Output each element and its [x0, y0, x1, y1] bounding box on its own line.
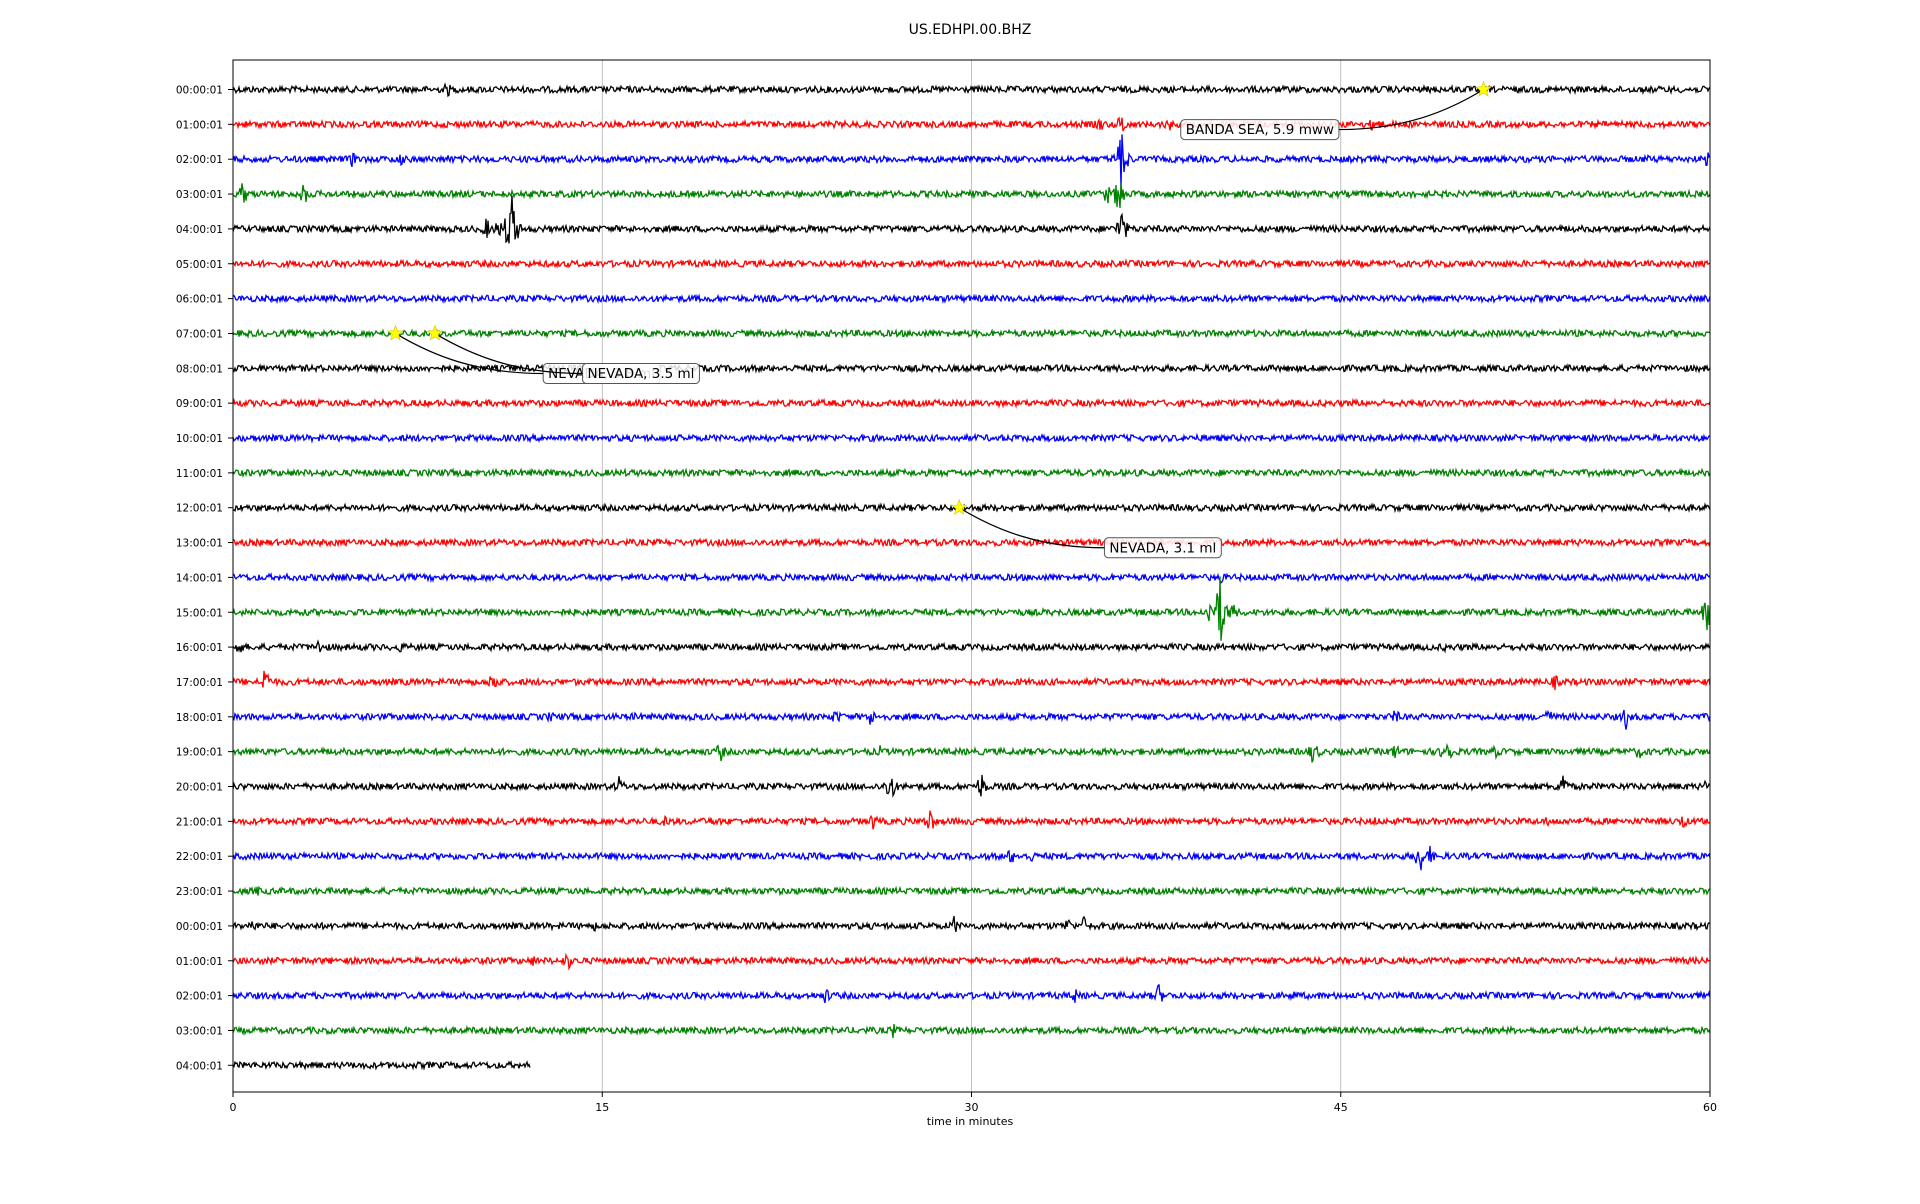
row-time-label: 05:00:01	[176, 259, 223, 271]
plot-frame	[232, 59, 1711, 1093]
seismic-trace	[232, 576, 1711, 641]
seismic-trace	[232, 134, 1711, 189]
seismic-trace	[232, 432, 1711, 444]
x-tick-label: 60	[1703, 1101, 1717, 1114]
seismic-trace	[232, 952, 1711, 971]
seismic-trace	[232, 362, 1711, 375]
trace-layer	[232, 82, 1711, 1071]
event-connector	[958, 507, 1105, 549]
x-axis-label: time in minutes	[927, 1115, 1014, 1128]
row-time-label: 14:00:01	[176, 572, 223, 584]
row-time-label: 17:00:01	[176, 677, 223, 689]
event-connector	[434, 332, 583, 375]
seismic-trace	[232, 1023, 1711, 1039]
seismic-trace	[232, 258, 1711, 270]
row-time-label: 02:00:01	[176, 154, 223, 166]
row-time-label: 01:00:01	[176, 119, 223, 131]
row-time-label: 11:00:01	[176, 468, 223, 480]
seismic-trace	[232, 195, 1711, 244]
row-time-label: 03:00:01	[176, 1025, 223, 1037]
event-star-marker	[387, 324, 404, 341]
row-time-label: 01:00:01	[176, 956, 223, 968]
x-tick-label: 15	[595, 1101, 609, 1114]
row-time-label: 22:00:01	[176, 851, 223, 863]
row-time-label: 07:00:01	[176, 328, 223, 340]
x-tick-label: 30	[965, 1101, 979, 1114]
seismic-trace	[232, 82, 1711, 98]
seismic-trace	[232, 915, 1711, 932]
axis-layer: 0 15 30 45 60 00:00:01 01:00:01 02:00:01 03:00:0…	[176, 85, 1717, 1115]
seismic-trace	[232, 502, 1711, 514]
row-time-label: 04:00:01	[176, 1060, 223, 1072]
row-time-label: 10:00:01	[176, 433, 223, 445]
event-annotation: NEVADA, 3.1 ml	[950, 498, 1222, 559]
event-label: BANDA SEA, 5.9 mww	[1186, 122, 1334, 138]
seismic-trace	[232, 885, 1711, 897]
event-star-marker	[426, 324, 444, 341]
seismic-trace	[232, 397, 1711, 409]
event-star-marker	[950, 498, 968, 515]
seismic-trace	[232, 742, 1711, 763]
seismic-trace	[232, 983, 1711, 1004]
row-time-label: 03:00:01	[176, 189, 223, 201]
seismic-trace	[232, 1059, 531, 1071]
x-tick-label: 0	[230, 1101, 237, 1114]
seismic-trace	[232, 467, 1711, 479]
seismic-trace	[232, 183, 1711, 209]
row-time-label: 08:00:01	[176, 363, 223, 375]
row-time-label: 13:00:01	[176, 538, 223, 550]
row-time-label: 20:00:01	[176, 782, 223, 794]
seismic-trace	[232, 293, 1711, 305]
event-label: NEVADA, 3.1 ml	[1109, 540, 1216, 556]
row-time-label: 00:00:01	[176, 85, 223, 97]
seismic-trace	[232, 709, 1711, 730]
seismic-trace	[232, 571, 1711, 584]
row-time-label: 23:00:01	[176, 886, 223, 898]
row-time-label: 00:00:01	[176, 921, 223, 933]
seismic-trace	[232, 639, 1711, 654]
event-connector	[395, 332, 544, 375]
row-time-label: 19:00:01	[176, 747, 223, 759]
seismic-trace	[232, 774, 1711, 798]
x-tick-label: 45	[1334, 1101, 1348, 1114]
event-star-marker	[1475, 80, 1492, 97]
row-time-label: 18:00:01	[176, 712, 223, 724]
row-time-label: 16:00:01	[176, 642, 223, 654]
row-time-label: 06:00:01	[176, 294, 223, 306]
row-time-label: 15:00:01	[176, 607, 223, 619]
seismic-trace	[232, 116, 1711, 132]
event-annotation: NEVADA, 3.5 ml	[426, 324, 700, 385]
seismic-trace	[232, 327, 1711, 340]
row-time-label: 21:00:01	[176, 816, 223, 828]
seismic-trace	[232, 670, 1711, 691]
seismic-trace	[232, 536, 1711, 549]
chart-title: US.EDHPI.00.BHZ	[909, 22, 1032, 38]
row-time-label: 02:00:01	[176, 991, 223, 1003]
event-connector	[1338, 88, 1484, 131]
seismic-trace	[232, 810, 1711, 830]
row-time-label: 04:00:01	[176, 224, 223, 236]
seismic-trace	[232, 845, 1711, 871]
event-annotation: BANDA SEA, 5.9 mww	[1180, 80, 1492, 141]
row-time-label: 09:00:01	[176, 398, 223, 410]
row-time-label: 12:00:01	[176, 503, 223, 515]
event-label: NEVADA, 3.5 ml	[588, 366, 695, 382]
